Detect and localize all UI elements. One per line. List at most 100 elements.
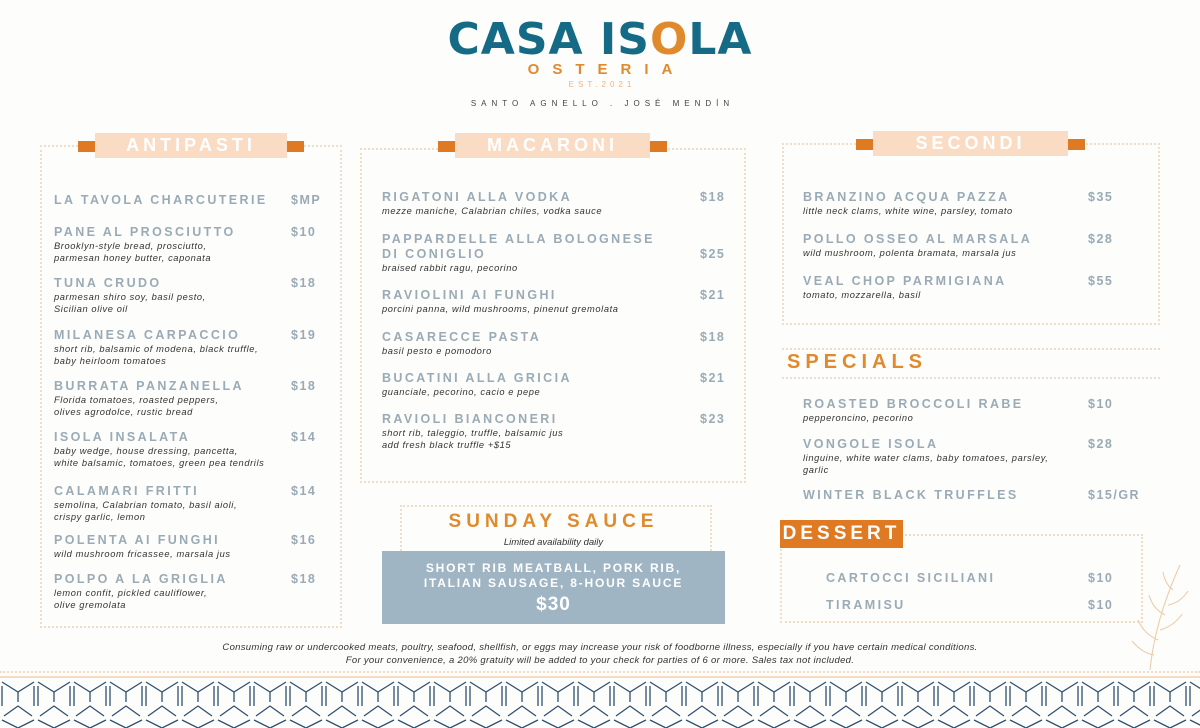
item-name: CALAMARI FRITTI xyxy=(54,484,200,498)
item-name: RAVIOLINI AI FUNGHI xyxy=(382,288,557,302)
antipasti-item: TUNA CRUDO $18 parmesan shiro soy, basil p… xyxy=(54,276,315,315)
header-tab xyxy=(287,141,304,152)
item-description: semolina, Calabrian tomato, basil aioli, xyxy=(54,500,238,510)
item-price: $14 xyxy=(291,484,317,498)
macaroni-item: BUCATINI ALLA GRICIA $21 guanciale, pecori… xyxy=(382,371,724,398)
footnote-allergy: Consuming raw or undercooked meats, poul… xyxy=(222,642,978,653)
item-description: Florida tomatoes, roasted peppers, xyxy=(54,395,219,405)
item-name: CASARECCE PASTA xyxy=(382,330,542,344)
macaroni-item: RIGATONI ALLA VODKA $18 mezze maniche, Cal… xyxy=(382,190,724,217)
established-year: EST.2021 xyxy=(568,80,636,89)
macaroni-title: MACARONI xyxy=(455,133,650,158)
item-price: $18 xyxy=(291,572,317,586)
header-tab xyxy=(650,141,667,152)
item-description: short rib, taleggio, truffle, balsamic j… xyxy=(382,428,564,438)
macaroni-item: PAPPARDELLE ALLA BOLOGNESE DI CONIGLIO $25… xyxy=(382,232,724,274)
item-price: $28 xyxy=(1088,437,1114,451)
macaroni-item: RAVIOLI BIANCONERI $23 short rib, taleggio… xyxy=(382,412,724,451)
item-price: $10 xyxy=(1088,598,1114,612)
secondi-item: POLLO OSSEO AL MARSALA $28 wild mushroom, … xyxy=(803,232,1112,259)
item-price: $55 xyxy=(1088,274,1114,288)
item-price: $21 xyxy=(700,371,726,385)
divider xyxy=(0,671,1200,673)
item-price: $10 xyxy=(1088,397,1114,411)
secondi-title: SECONDI xyxy=(873,131,1068,156)
sunday-sauce-price: $30 xyxy=(536,594,571,615)
item-description: wild mushroom, polenta bramata, marsala … xyxy=(803,248,1017,258)
item-description: guanciale, pecorino, cacio e pepe xyxy=(382,387,541,397)
item-price: $15/GR xyxy=(1088,488,1141,502)
specials-item: VONGOLE ISOLA $28 linguine, white water cl… xyxy=(803,437,1112,476)
item-price: $18 xyxy=(700,190,726,204)
item-description: Brooklyn-style bread, prosciutto, xyxy=(54,241,207,251)
dessert-section xyxy=(780,534,1143,623)
item-name: CARTOCCI SICILIANI xyxy=(826,571,996,585)
item-description: olive gremolata xyxy=(54,600,127,610)
item-name: TUNA CRUDO xyxy=(54,276,162,290)
specials-item: ROASTED BROCCOLI RABE $10 pepperoncino, pe… xyxy=(803,397,1112,424)
dessert-item: TIRAMISU $10 xyxy=(826,598,1112,613)
item-description: garlic xyxy=(803,465,829,475)
item-name: ISOLA INSALATA xyxy=(54,430,191,444)
divider xyxy=(0,676,1200,678)
item-description: braised rabbit ragu, pecorino xyxy=(382,263,518,273)
divider xyxy=(782,348,1160,350)
antipasti-item: POLENTA AI FUNGHI $16 wild mushroom fricas… xyxy=(54,533,315,560)
item-name: VONGOLE ISOLA xyxy=(803,437,939,451)
item-description: Sicilian olive oil xyxy=(54,304,128,314)
antipasti-item: PANE AL PROSCIUTTO $10 Brooklyn-style brea… xyxy=(54,225,315,264)
secondi-item: BRANZINO ACQUA PAZZA $35 little neck clams… xyxy=(803,190,1112,217)
item-description: tomato, mozzarella, basil xyxy=(803,290,921,300)
item-description: short rib, balsamic of modena, black tru… xyxy=(54,344,259,354)
secondi-item: VEAL CHOP PARMIGIANA $55 tomato, mozzarell… xyxy=(803,274,1112,301)
item-price: $19 xyxy=(291,328,317,342)
header-tab xyxy=(438,141,455,152)
olive-branch-icon xyxy=(1131,564,1189,670)
item-name: POLPO A LA GRIGLIA xyxy=(54,572,228,586)
item-description: linguine, white water clams, baby tomato… xyxy=(803,453,1049,463)
logo: CASA ISOLA xyxy=(447,14,753,65)
item-name: POLLO OSSEO AL MARSALA xyxy=(803,232,1033,246)
item-description: olives agrodolce, rustic bread xyxy=(54,407,193,417)
antipasti-item: POLPO A LA GRIGLIA $18 lemon confit, pickl… xyxy=(54,572,315,611)
item-price: $MP xyxy=(291,193,322,207)
antipasti-item: MILANESA CARPACCIO $19 short rib, balsamic… xyxy=(54,328,315,367)
item-price: $10 xyxy=(1088,571,1114,585)
header-tab xyxy=(856,139,873,150)
footnote-gratuity: For your convenience, a 20% gratuity wil… xyxy=(345,655,855,666)
item-description: baby heirloom tomatoes xyxy=(54,356,167,366)
item-price: $21 xyxy=(700,288,726,302)
sunday-sauce-line1: SHORT RIB MEATBALL, PORK RIB, xyxy=(425,561,682,575)
item-description: wild mushroom fricassee, marsala jus xyxy=(54,549,231,559)
item-description: porcini panna, wild mushrooms, pinenut g… xyxy=(382,304,619,314)
item-price: $25 xyxy=(700,247,726,261)
specials-item: WINTER BLACK TRUFFLES $15/GR xyxy=(803,488,1139,503)
antipasti-item: BURRATA PANZANELLA $18 Florida tomatoes, r… xyxy=(54,379,315,418)
item-name: LA TAVOLA CHARCUTERIE xyxy=(54,193,268,207)
item-name: DI CONIGLIO xyxy=(382,247,487,261)
item-price: $28 xyxy=(1088,232,1114,246)
item-description: add fresh black truffle +$15 xyxy=(382,440,512,450)
item-name: PAPPARDELLE ALLA BOLOGNESE xyxy=(382,232,655,246)
dessert-item: CARTOCCI SICILIANI $10 xyxy=(826,571,1112,586)
item-description: little neck clams, white wine, parsley, … xyxy=(803,206,1013,216)
item-price: $14 xyxy=(291,430,317,444)
sunday-sauce-line2: ITALIAN SAUSAGE, 8-HOUR SAUCE xyxy=(423,576,684,590)
dessert-title: DESSERT xyxy=(780,520,903,548)
item-price: $23 xyxy=(700,412,726,426)
macaroni-item: RAVIOLINI AI FUNGHI $21 porcini panna, wil… xyxy=(382,288,724,315)
antipasti-item: ISOLA INSALATA $14 baby wedge, house dress… xyxy=(54,430,315,469)
item-description: baby wedge, house dressing, pancetta, xyxy=(54,446,238,456)
item-description: parmesan shiro soy, basil pesto, xyxy=(54,292,206,302)
item-name: VEAL CHOP PARMIGIANA xyxy=(803,274,1007,288)
antipasti-title: ANTIPASTI xyxy=(95,133,287,158)
divider xyxy=(782,377,1160,379)
item-name: POLENTA AI FUNGHI xyxy=(54,533,221,547)
item-name: MILANESA CARPACCIO xyxy=(54,328,241,342)
item-name: WINTER BLACK TRUFFLES xyxy=(803,488,1019,502)
sunday-sauce-subtitle: Limited availability daily xyxy=(503,537,604,548)
geometric-pattern-footer xyxy=(0,680,1200,728)
item-description: lemon confit, pickled cauliflower, xyxy=(54,588,208,598)
item-name: TIRAMISU xyxy=(826,598,906,612)
header-tab xyxy=(78,141,95,152)
